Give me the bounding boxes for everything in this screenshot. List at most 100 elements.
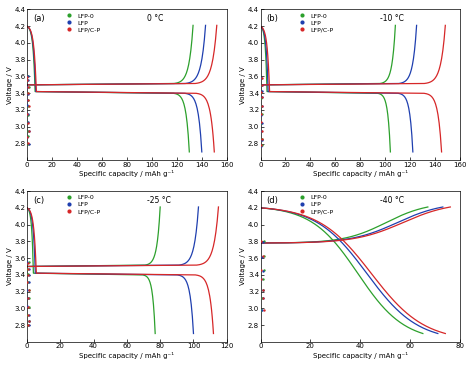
Point (25, 74, 32, 79)
Point (258, 137, 266, 142)
Point (24, 134, 32, 139)
Point (258, 137, 266, 142)
Point (24, 90, 31, 96)
Point (257, 276, 264, 282)
Point (23, 312, 31, 318)
Point (24, 279, 31, 285)
Point (257, 112, 264, 117)
Point (258, 94, 266, 100)
Point (26, 318, 33, 324)
Point (24, 83, 31, 89)
Point (258, 142, 266, 148)
Point (257, 75, 264, 81)
Point (25, 272, 32, 278)
Point (258, 128, 266, 134)
Point (23, 102, 31, 108)
Point (24, 128, 32, 134)
Point (258, 75, 266, 81)
Point (24, 120, 31, 126)
Y-axis label: Voltage / V: Voltage / V (7, 66, 13, 104)
Point (23, 77, 31, 83)
Point (257, 89, 265, 95)
Point (257, 268, 265, 273)
Point (259, 287, 267, 293)
Point (259, 295, 267, 301)
Point (24, 111, 31, 117)
Point (258, 111, 265, 117)
Point (26, 272, 33, 278)
Point (24, 322, 32, 328)
Point (257, 111, 264, 117)
Point (259, 268, 267, 274)
Point (25, 318, 33, 324)
Text: (b): (b) (266, 14, 278, 23)
Text: (d): (d) (266, 195, 278, 205)
Point (24, 120, 31, 126)
Point (258, 94, 266, 100)
Point (257, 95, 265, 101)
Point (24, 78, 32, 83)
Point (258, 89, 266, 94)
Point (24, 279, 32, 285)
Point (23, 78, 31, 83)
Legend: LFP-0, LFP, LFP/C-P: LFP-0, LFP, LFP/C-P (62, 194, 101, 215)
Point (257, 103, 264, 109)
Text: -10 °C: -10 °C (380, 14, 404, 23)
Point (259, 253, 267, 259)
Point (25, 295, 33, 301)
Legend: LFP-0, LFP, LFP/C-P: LFP-0, LFP, LFP/C-P (296, 12, 334, 33)
Point (258, 295, 266, 301)
Point (25, 141, 32, 146)
Text: -40 °C: -40 °C (380, 195, 404, 205)
Point (258, 103, 266, 109)
Point (23, 134, 31, 140)
Point (25, 318, 32, 324)
Y-axis label: Voltage / V: Voltage / V (240, 247, 246, 285)
Point (258, 103, 266, 109)
Point (24, 74, 31, 80)
Point (25, 128, 33, 134)
Point (257, 89, 265, 95)
Point (257, 142, 265, 148)
Point (257, 75, 264, 81)
Point (24, 322, 32, 328)
Point (258, 82, 265, 87)
Point (258, 307, 265, 313)
Point (25, 111, 32, 117)
Text: (a): (a) (33, 14, 45, 23)
Point (259, 295, 267, 301)
Point (26, 287, 33, 293)
Point (257, 120, 265, 126)
Point (258, 254, 266, 259)
Point (257, 128, 265, 134)
Text: -25 °C: -25 °C (147, 195, 171, 205)
Point (257, 238, 265, 244)
Point (25, 313, 33, 318)
Point (23, 259, 31, 265)
Point (24, 91, 32, 97)
Point (25, 304, 32, 310)
Y-axis label: Voltage / V: Voltage / V (7, 247, 13, 285)
Point (24, 97, 32, 103)
X-axis label: Specific capacity / mAh g⁻¹: Specific capacity / mAh g⁻¹ (79, 352, 174, 359)
Point (258, 120, 266, 126)
Point (257, 276, 265, 282)
Point (24, 84, 31, 90)
Point (260, 238, 267, 244)
Point (24, 141, 31, 146)
Point (257, 307, 265, 313)
Point (24, 97, 31, 103)
Point (24, 73, 32, 79)
Point (24, 141, 32, 147)
Point (24, 90, 32, 96)
Point (258, 136, 265, 142)
Point (24, 112, 31, 117)
Point (259, 277, 267, 283)
Point (258, 82, 266, 88)
Point (24, 304, 32, 310)
Point (24, 287, 31, 293)
Point (257, 143, 265, 149)
Point (25, 84, 32, 90)
Legend: LFP-0, LFP, LFP/C-P: LFP-0, LFP, LFP/C-P (62, 12, 101, 33)
Point (257, 82, 264, 87)
